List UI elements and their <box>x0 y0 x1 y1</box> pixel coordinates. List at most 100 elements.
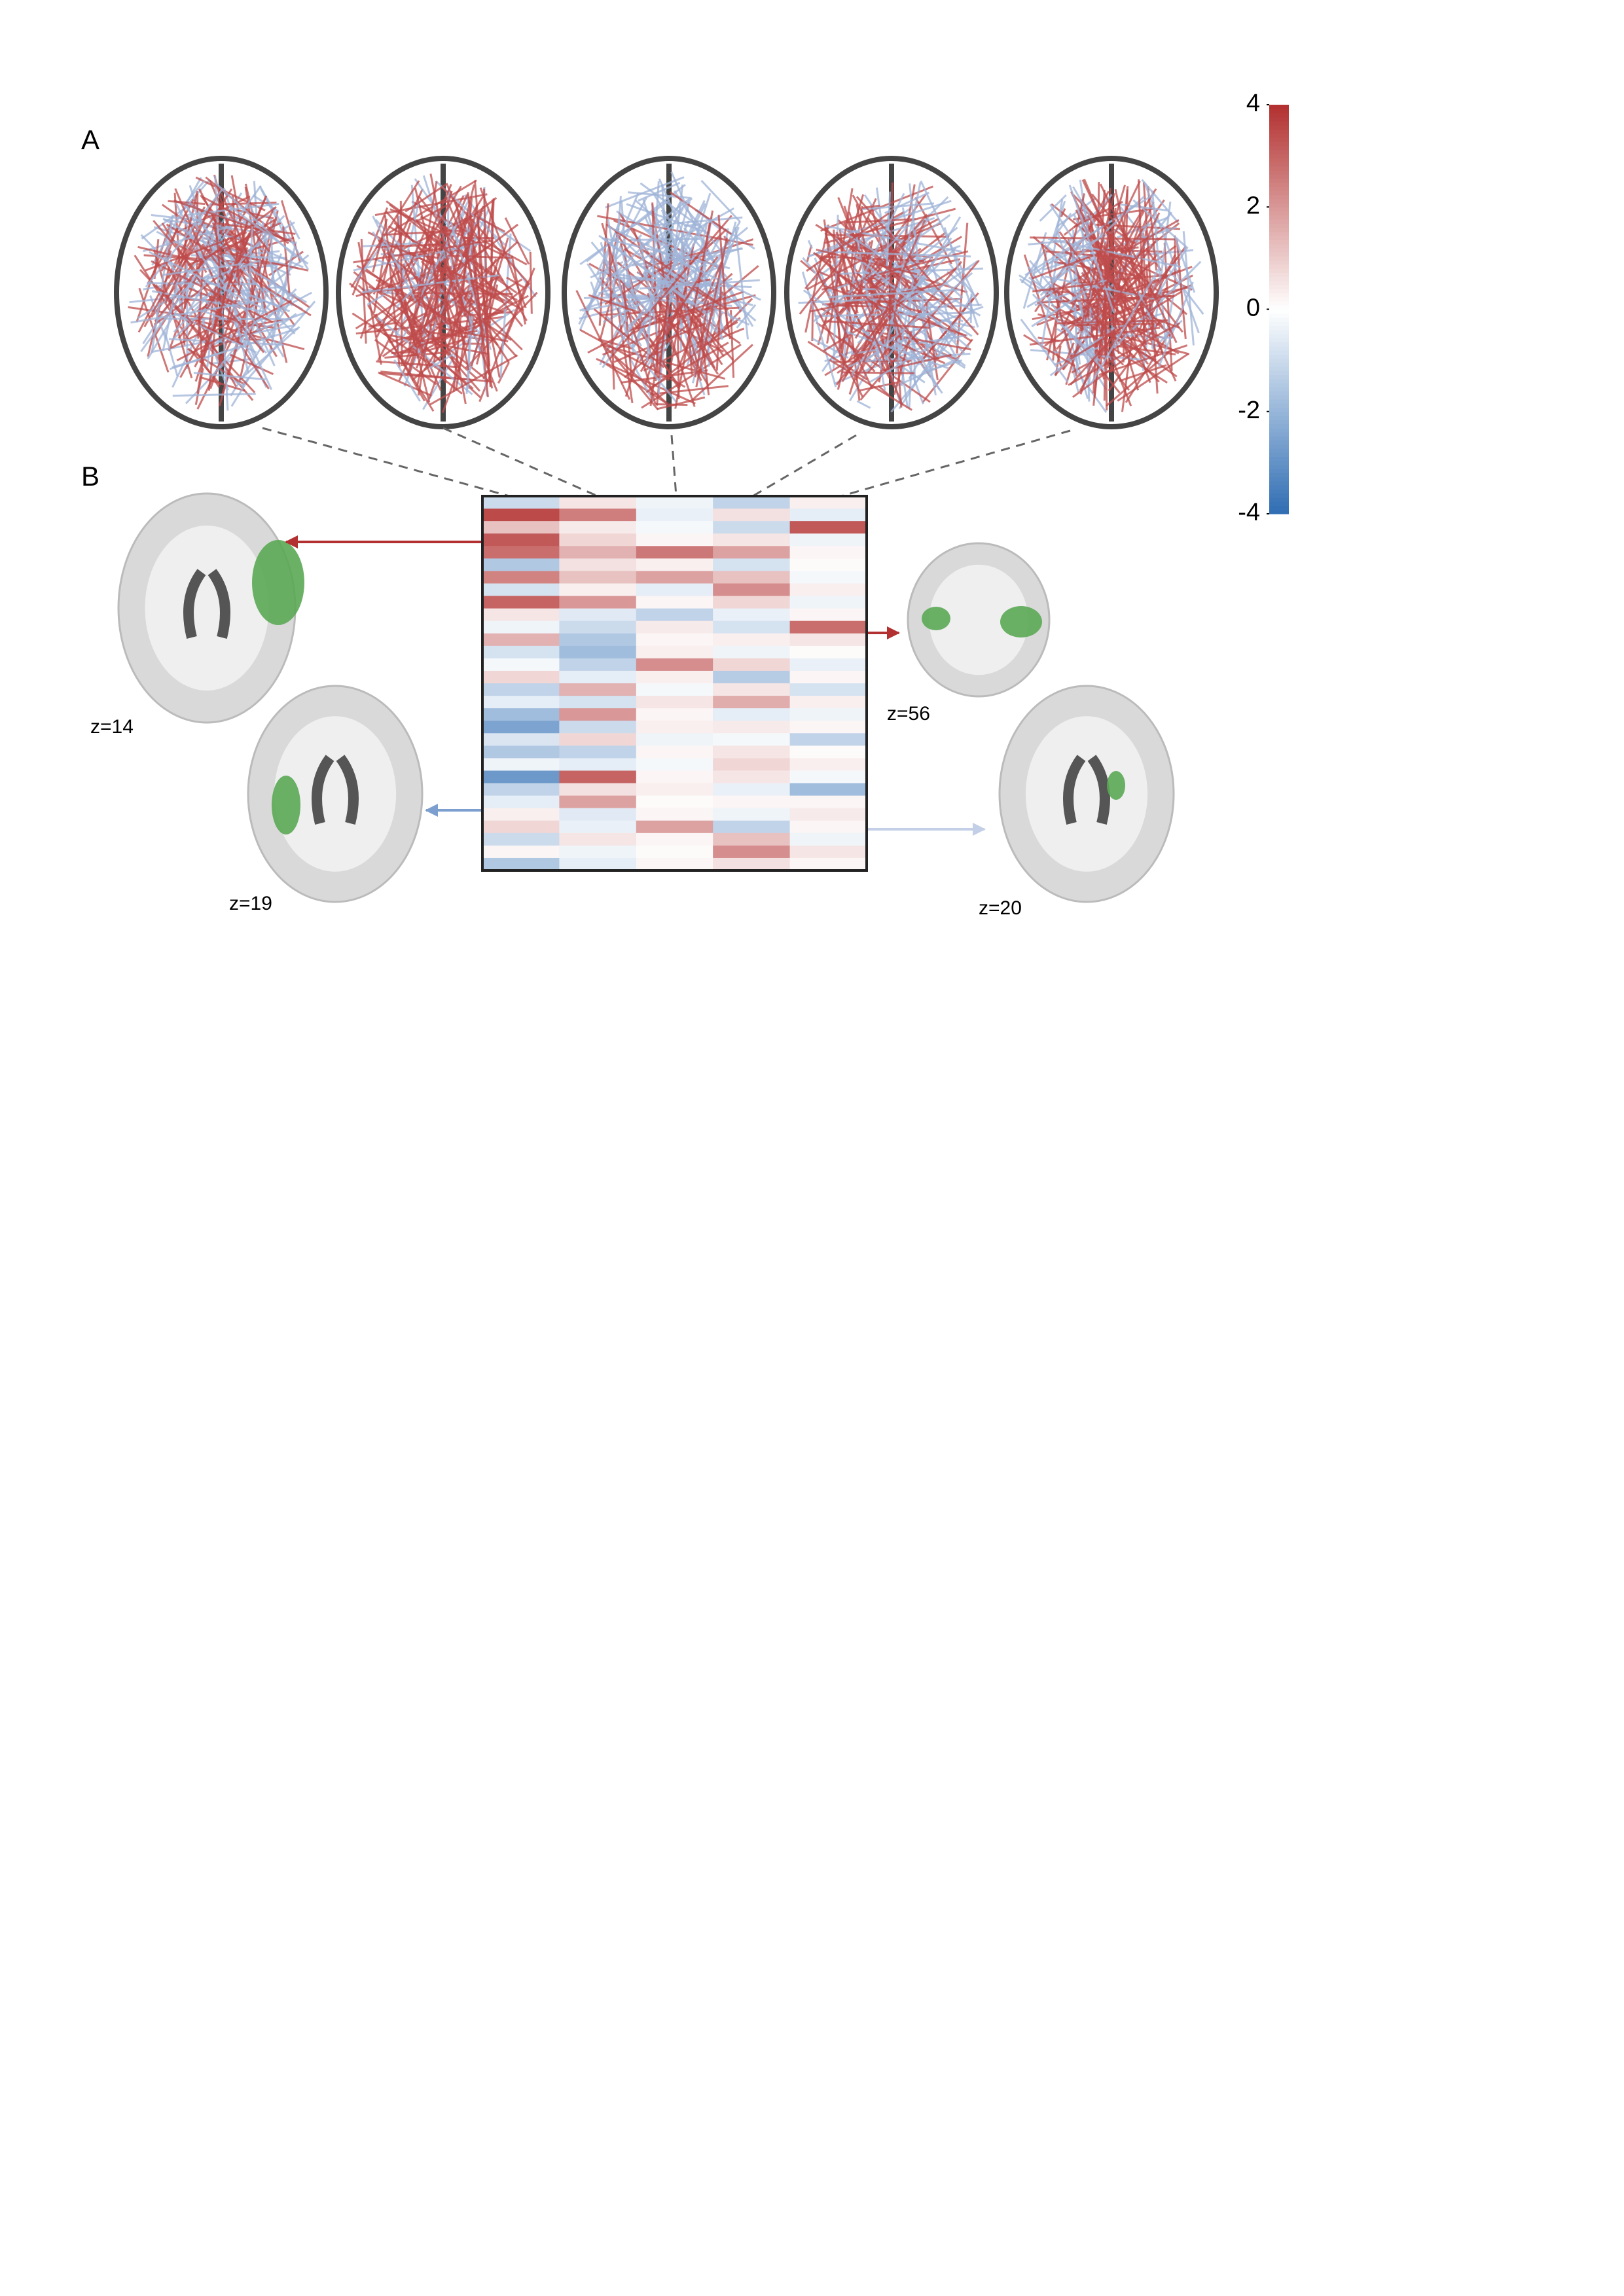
connection-line <box>378 371 432 397</box>
colorbar-step <box>1269 109 1289 114</box>
connection-line <box>376 223 519 332</box>
colorbar-step <box>1269 399 1289 404</box>
connection-line <box>1141 179 1179 223</box>
heatmap-cell <box>789 658 867 672</box>
connection-line <box>213 216 223 291</box>
heatmap-cell <box>559 833 637 846</box>
connection-line <box>1070 332 1117 386</box>
connection-line <box>818 250 971 258</box>
heatmap-cell <box>789 608 867 622</box>
heatmap-cell <box>636 658 713 672</box>
heatmap-cell <box>789 496 867 509</box>
connection-line <box>1119 364 1167 382</box>
heatmap-cell <box>713 509 791 522</box>
heatmap-frame <box>481 495 868 872</box>
connection-line <box>1068 185 1115 314</box>
colorbar-step <box>1269 166 1289 171</box>
heatmap-cell <box>713 733 791 746</box>
colorbar-step <box>1269 448 1289 453</box>
connection-line <box>604 237 731 270</box>
colorbar-step <box>1269 137 1289 142</box>
connection-line <box>1111 212 1161 312</box>
connection-line <box>182 276 210 320</box>
colorbar-step <box>1269 256 1289 261</box>
connection-line <box>676 283 680 400</box>
connection-line <box>637 247 650 256</box>
colorbar-step <box>1269 350 1289 355</box>
connection-line <box>700 179 741 223</box>
colorbar-step <box>1269 325 1289 331</box>
colorbar-step <box>1269 489 1289 494</box>
colorbar-step <box>1269 309 1289 314</box>
connection-line <box>885 191 892 287</box>
connection-line <box>695 237 729 387</box>
connection-line <box>827 289 961 298</box>
colorbar-step <box>1269 207 1289 212</box>
connection-line <box>867 276 928 356</box>
colorbar-step <box>1269 473 1289 478</box>
ventricle <box>312 755 359 825</box>
colorbar-step <box>1269 391 1289 396</box>
heatmap-cell <box>559 770 637 784</box>
colorbar-step <box>1269 358 1289 363</box>
connection-line <box>470 237 509 367</box>
connection-line <box>856 400 871 409</box>
connection-line <box>506 276 525 289</box>
connection-line <box>365 268 393 289</box>
colorbar-step <box>1269 227 1289 232</box>
heatmap-cell <box>559 509 637 522</box>
heatmap-cell <box>636 808 713 821</box>
connection-line <box>1182 231 1195 346</box>
connection-line <box>666 221 708 292</box>
connection-line <box>640 270 704 372</box>
colorbar-step <box>1269 485 1289 490</box>
connection-line <box>467 194 489 397</box>
colorbar-step <box>1269 334 1289 338</box>
connection-line <box>585 220 621 315</box>
connection-line <box>629 238 700 241</box>
heatmap-cell <box>559 658 637 672</box>
connection-line <box>894 267 960 333</box>
colorbar-step <box>1269 272 1289 278</box>
connection-line <box>372 219 388 273</box>
connection-line <box>205 176 289 245</box>
connection-line <box>244 226 254 342</box>
connection-line <box>1023 254 1062 367</box>
slice-label: z=56 <box>887 703 930 725</box>
connection-line <box>187 348 245 386</box>
connection-line <box>869 332 954 383</box>
heatmap-cell <box>713 708 791 721</box>
connection-line <box>153 239 160 279</box>
connection-line <box>201 324 244 346</box>
heatmap-cell <box>636 533 713 547</box>
colorbar-step <box>1269 285 1289 289</box>
connection-line <box>402 263 417 298</box>
connection-line <box>1114 344 1176 355</box>
heatmap-cell <box>559 683 637 696</box>
connection-line <box>1087 276 1112 306</box>
connection-line <box>892 339 920 366</box>
connection-line <box>375 279 440 317</box>
connection-line <box>885 182 922 347</box>
connection-line <box>161 223 270 389</box>
colorbar-step <box>1269 370 1289 376</box>
connection-line <box>405 183 447 213</box>
connection-line <box>134 255 221 388</box>
connection-line <box>406 259 443 376</box>
region <box>1107 771 1125 800</box>
connection-line <box>600 343 726 380</box>
connection-line <box>730 310 735 378</box>
connection-line <box>195 176 266 211</box>
connection-line <box>579 329 686 388</box>
slice-label: z=19 <box>229 893 272 914</box>
colorbar-step <box>1269 121 1289 126</box>
connection-line <box>824 320 931 329</box>
connection-line <box>799 242 857 315</box>
heatmap-cell <box>636 608 713 622</box>
colorbar-step <box>1269 444 1289 449</box>
connection-line <box>1019 278 1036 291</box>
colorbar-step <box>1269 158 1289 163</box>
white-matter <box>274 716 397 872</box>
colorbar: 4 2 0 -2 -4 <box>1238 90 1289 526</box>
